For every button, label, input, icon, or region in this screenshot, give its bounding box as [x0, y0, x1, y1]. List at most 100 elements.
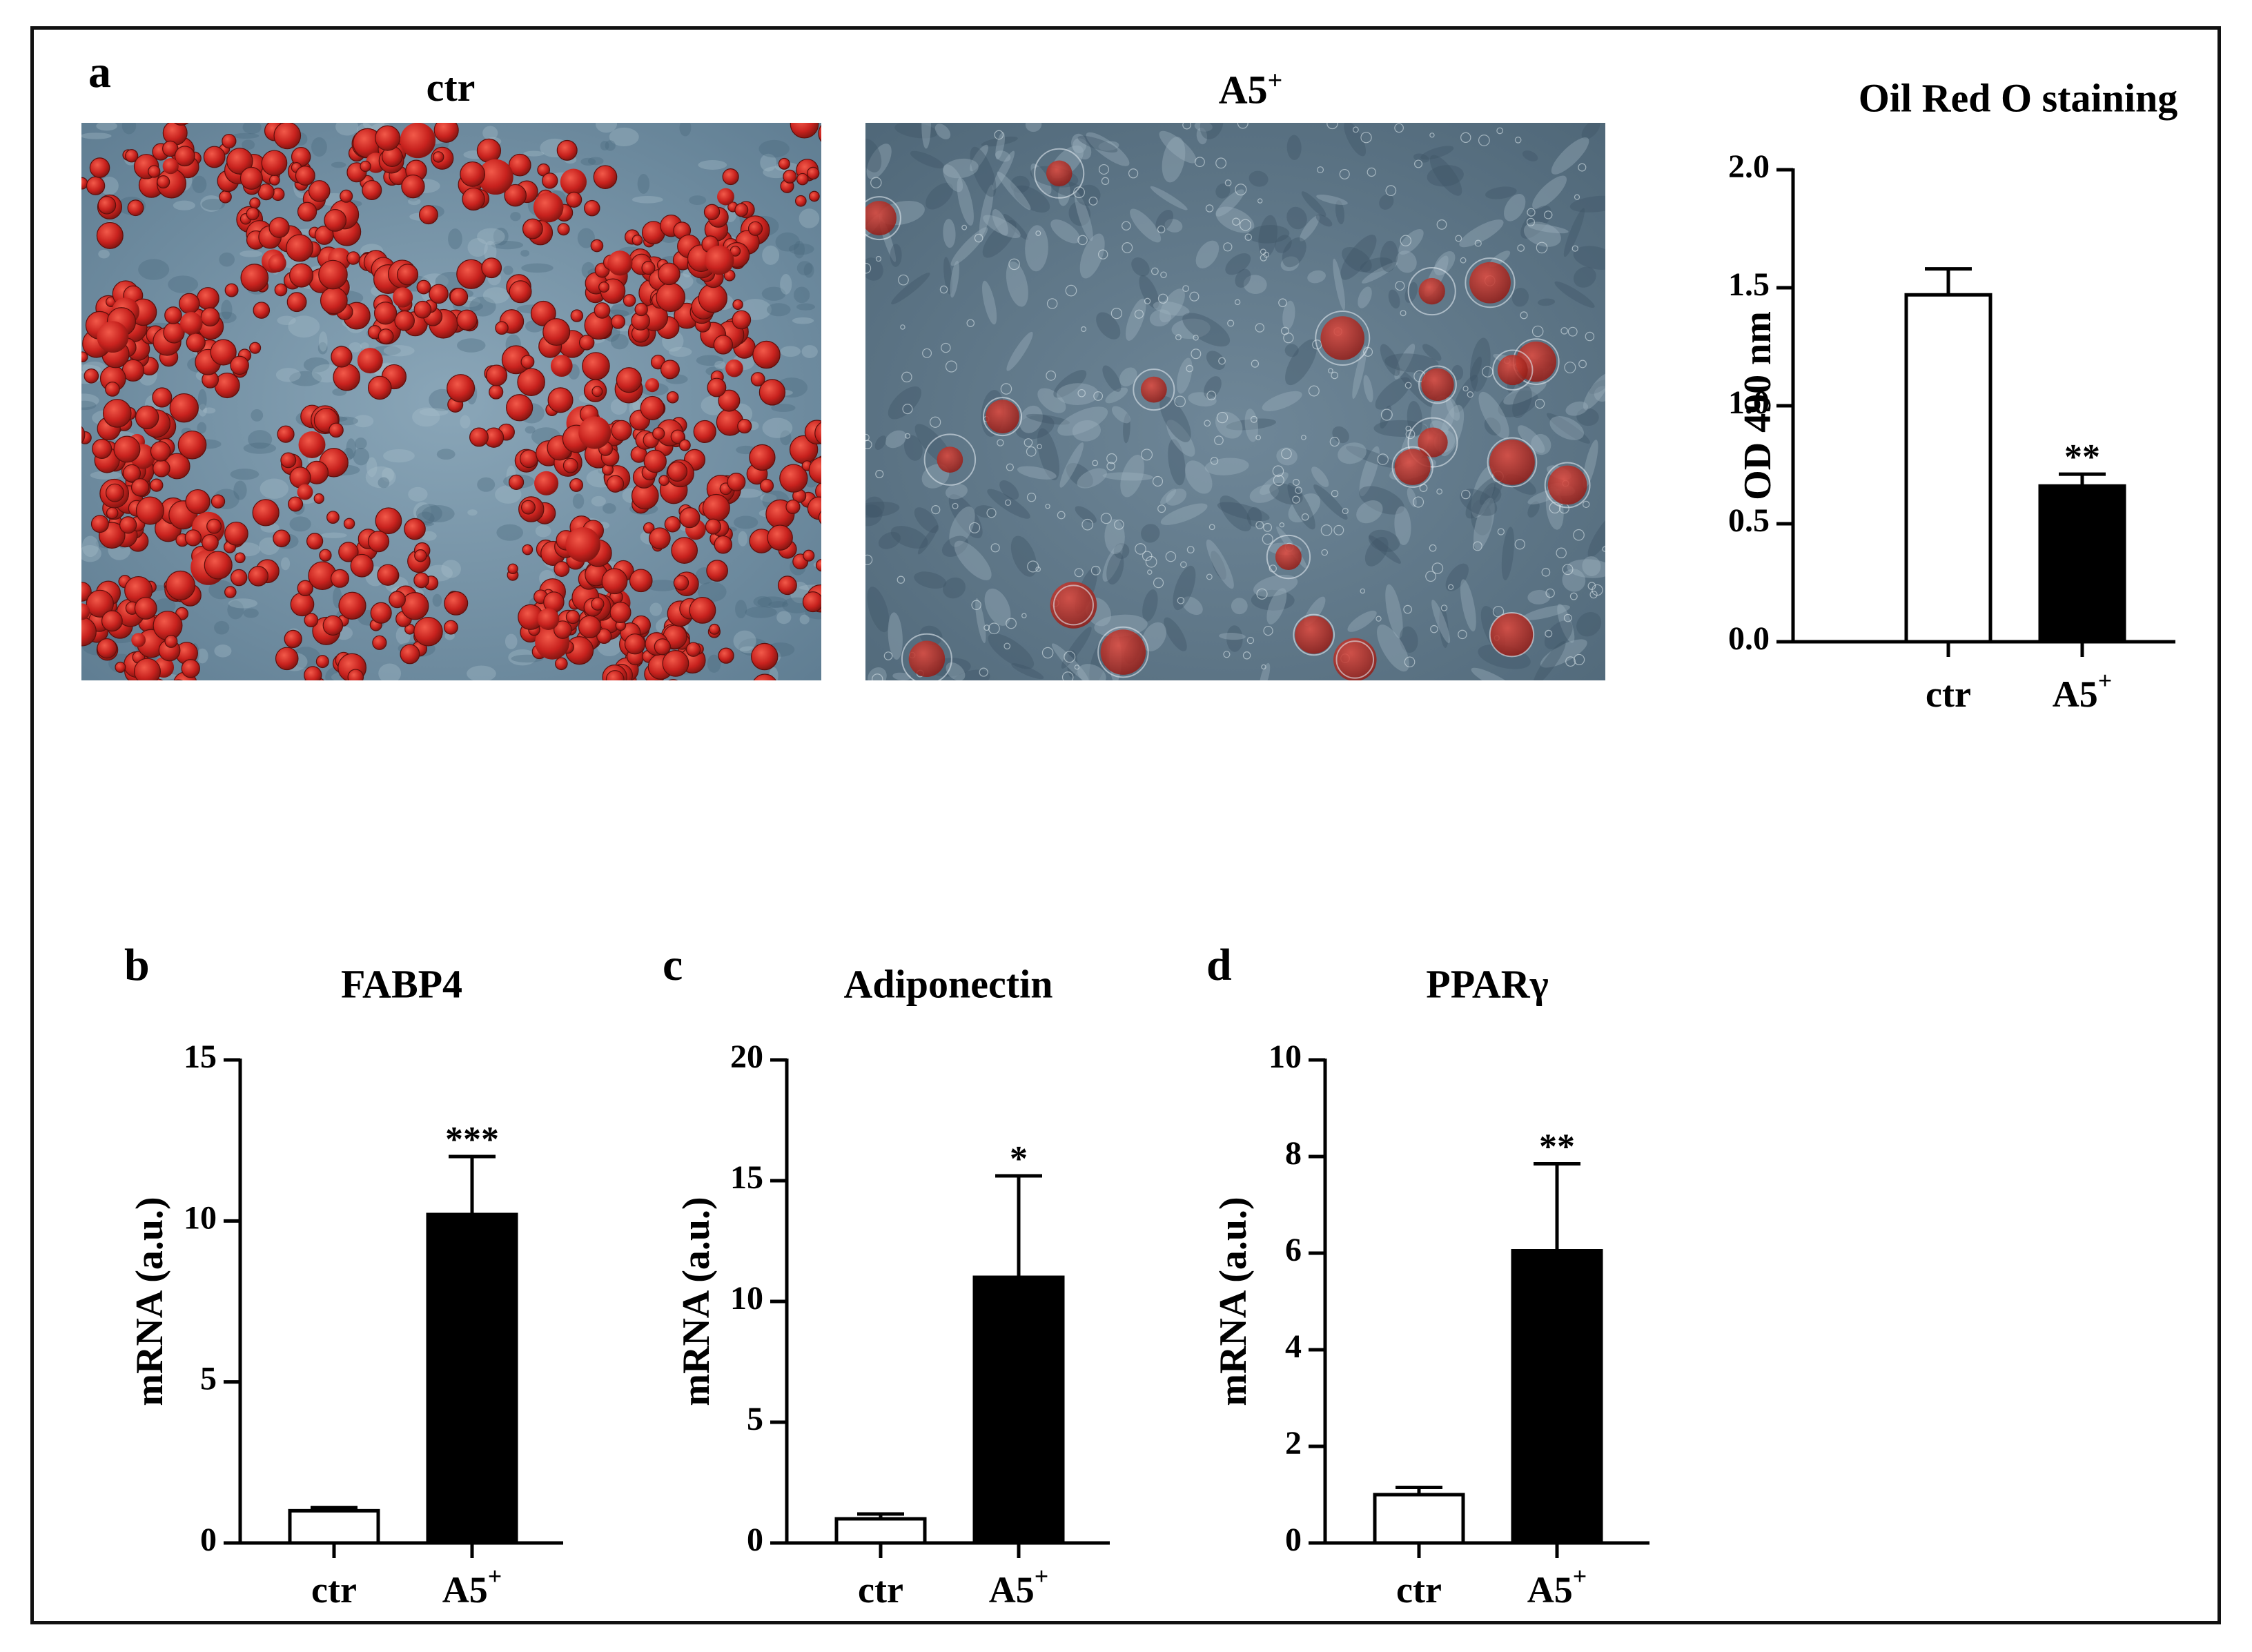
- cell-texture: [954, 540, 992, 580]
- cell-texture: [408, 486, 428, 502]
- cell-texture: [865, 554, 873, 565]
- lipid-droplet: [1046, 160, 1073, 187]
- lipid-droplet: [593, 165, 618, 189]
- cell-texture: [987, 489, 1030, 519]
- cell-texture: [1050, 219, 1081, 244]
- lipid-droplet: [297, 580, 313, 597]
- cell-texture: [1003, 213, 1028, 240]
- cell-texture: [1459, 219, 1504, 248]
- cell-texture: [1412, 496, 1424, 508]
- cell-texture: [1582, 556, 1601, 576]
- lipid-droplet: [97, 638, 117, 659]
- cell-texture: [745, 606, 777, 618]
- cell-texture: [1574, 194, 1580, 200]
- lipid-droplet: [649, 527, 671, 549]
- cell-texture: [99, 177, 119, 195]
- cell-membrane: [1407, 267, 1456, 316]
- cell-texture: [1563, 208, 1585, 257]
- cell-texture: [419, 408, 449, 417]
- panel-label-d: d: [1206, 940, 1232, 990]
- cell-texture: [1079, 233, 1105, 279]
- lipid-droplet: [658, 475, 669, 486]
- cell-texture: [1312, 340, 1322, 350]
- cell-texture: [503, 265, 513, 275]
- cell-texture: [903, 435, 923, 461]
- lipid-droplet: [372, 635, 387, 650]
- cell-texture: [1231, 598, 1248, 615]
- cell-texture: [1462, 386, 1469, 392]
- lipid-droplet: [713, 335, 734, 355]
- cell-membrane: [1097, 626, 1149, 678]
- cell-texture: [1256, 588, 1268, 600]
- cell-texture: [1205, 204, 1214, 213]
- lipid-droplet: [378, 328, 394, 344]
- cell-texture: [1284, 344, 1299, 357]
- cell-texture: [610, 398, 627, 415]
- cell-texture: [1518, 425, 1545, 453]
- lipid-droplet: [783, 169, 797, 184]
- lipid-droplet: [90, 515, 109, 533]
- cell-texture: [1352, 126, 1359, 133]
- lipid-droplet: [666, 391, 679, 404]
- lipid-droplet: [591, 597, 605, 611]
- cell-texture: [81, 544, 101, 562]
- cell-texture: [366, 457, 378, 478]
- lipid-droplet: [396, 264, 419, 286]
- lipid-droplet: [261, 150, 288, 177]
- cell-texture: [997, 171, 1031, 210]
- lipid-droplet: [347, 669, 364, 680]
- cell-texture: [1465, 475, 1504, 519]
- cell-texture: [248, 430, 273, 449]
- lipid-droplet: [370, 602, 392, 624]
- cell-texture: [1074, 665, 1080, 670]
- cell-texture: [1131, 257, 1150, 277]
- cell-texture: [931, 505, 941, 515]
- lipid-droplet: [937, 446, 963, 473]
- cell-texture: [994, 130, 1004, 140]
- cell-texture: [448, 228, 462, 250]
- cell-texture: [1461, 489, 1471, 500]
- cell-membrane: [1391, 446, 1433, 488]
- y-tick-label: 5: [747, 1401, 763, 1437]
- lipid-droplet: [865, 201, 897, 236]
- cell-texture: [1344, 123, 1367, 157]
- cell-texture: [260, 478, 289, 499]
- cell-texture: [1497, 528, 1505, 535]
- cell-texture: [1150, 186, 1188, 210]
- cell-texture: [758, 139, 790, 158]
- cell-texture: [1246, 636, 1255, 645]
- lipid-droplet: [185, 489, 210, 515]
- y-axis-label: OD 490 nm: [1736, 311, 1779, 500]
- lipid-droplet: [705, 518, 721, 535]
- cell-texture: [890, 244, 902, 267]
- cell-texture: [1571, 245, 1578, 252]
- cell-texture: [1120, 455, 1144, 498]
- cell-texture: [1160, 271, 1167, 279]
- lipid-droplet: [166, 570, 196, 600]
- y-tick-label: 0.0: [1728, 620, 1770, 657]
- cell-texture: [469, 296, 496, 317]
- lipid-droplet: [469, 427, 489, 447]
- lipid-droplet: [815, 558, 821, 572]
- lipid-droplet: [84, 368, 99, 384]
- cell-texture: [1182, 123, 1192, 130]
- lipid-droplet: [115, 661, 126, 673]
- lipid-droplet: [324, 208, 347, 232]
- cell-texture: [214, 645, 232, 658]
- lipid-droplet: [725, 359, 743, 377]
- cell-texture: [412, 407, 440, 427]
- cell-texture: [81, 132, 112, 139]
- lipid-droplet: [331, 346, 353, 368]
- cell-texture: [983, 215, 1021, 238]
- cell-texture: [919, 625, 943, 646]
- lipid-droplet: [508, 153, 531, 177]
- cell-texture: [1385, 185, 1397, 197]
- cell-texture: [966, 319, 975, 327]
- cell-texture: [233, 480, 247, 500]
- cell-texture: [1144, 297, 1151, 305]
- cell-texture: [1527, 589, 1551, 604]
- cell-texture: [733, 630, 756, 651]
- lipid-droplet: [447, 374, 476, 403]
- cell-texture: [1098, 164, 1109, 175]
- micrograph-title-ctr: ctr: [426, 65, 476, 110]
